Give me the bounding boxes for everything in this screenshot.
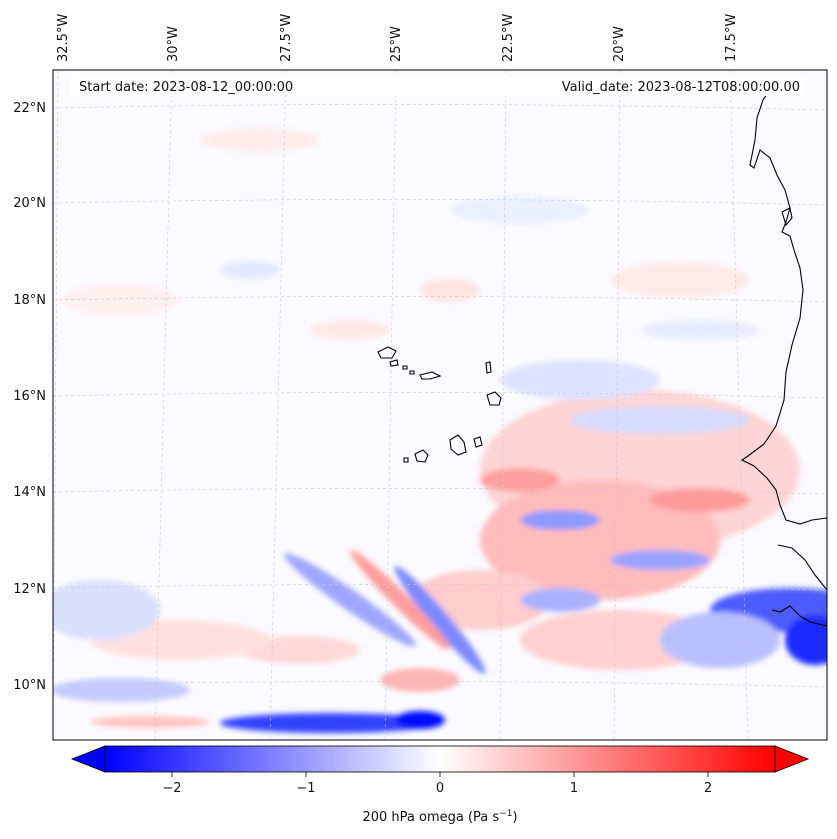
colorbar-extend-min [70, 745, 106, 773]
start-date-label: Start date: 2023-08-12_00:00:00 [79, 80, 293, 95]
meridian-line [499, 70, 507, 740]
island-outline [486, 391, 502, 406]
parallel-line [53, 296, 827, 303]
coastline [740, 89, 827, 627]
latitude-labels: 22°N 20°N 18°N 16°N 14°N 12°N 10°N [13, 101, 46, 693]
colorbar-tick-label: −1 [296, 781, 315, 796]
colorbar-tick-label: 2 [704, 781, 712, 796]
colorbar-extend-max [774, 745, 810, 773]
parallel-line [53, 392, 827, 399]
lon-label-27.5w: 27.5°W [279, 14, 294, 62]
colorbar-ticks: −2 −1 0 1 2 [162, 772, 712, 796]
parallel-line [53, 488, 827, 495]
colorbar-label: 200 hPa omega (Pa s−1) [362, 809, 517, 825]
island-outline [473, 436, 483, 448]
meridian-line [384, 70, 397, 740]
meridian-line [154, 70, 173, 740]
date-header-background [70, 76, 806, 96]
colorbar-tick-label: 0 [436, 781, 444, 796]
island-outline [402, 365, 408, 370]
colorbar-tick-label: −2 [162, 781, 181, 796]
lon-label-22.5w: 22.5°W [501, 14, 516, 62]
colorbar: −2 −1 0 1 2 200 hPa omega (Pa s−1) [70, 745, 810, 825]
island-outline [389, 359, 399, 367]
island-outline [419, 371, 442, 380]
lon-label-32.5w: 32.5°W [56, 14, 71, 62]
parallel-line [53, 584, 827, 591]
island-outline [409, 370, 415, 375]
cape-verde-islands [377, 346, 502, 463]
island-outline [485, 361, 492, 374]
island-outline [449, 434, 467, 456]
colorbar-tick-label: 1 [570, 781, 578, 796]
colorbar-gradient [104, 745, 776, 773]
lat-label-12n: 12°N [13, 582, 46, 597]
lon-label-25w: 25°W [389, 26, 404, 62]
lat-label-18n: 18°N [13, 293, 46, 308]
lon-label-17.5w: 17.5°W [724, 14, 739, 62]
graticule [53, 70, 827, 740]
meridian-line [729, 70, 749, 740]
meridian-line [269, 70, 287, 740]
lat-label-20n: 20°N [13, 196, 46, 211]
lat-label-16n: 16°N [13, 389, 46, 404]
map-frame [52, 69, 828, 741]
island-outline [377, 346, 397, 359]
lat-label-14n: 14°N [13, 485, 46, 500]
island-outline [403, 457, 409, 463]
meridian-line [613, 70, 621, 740]
meridian-line [53, 70, 59, 740]
lon-label-30w: 30°W [166, 26, 181, 62]
longitude-labels: 32.5°W 30°W 27.5°W 25°W 22.5°W 20°W 17.5… [56, 14, 739, 62]
island-outline [414, 449, 429, 463]
parallel-line [53, 681, 827, 688]
lat-label-10n: 10°N [13, 678, 46, 693]
parallel-line [53, 104, 827, 111]
omega-field [53, 128, 827, 733]
parallel-line [53, 199, 827, 206]
lat-label-22n: 22°N [13, 101, 46, 116]
valid-date-label: Valid_date: 2023-08-12T08:00:00.00 [562, 80, 800, 95]
map-panel: Start date: 2023-08-12_00:00:00 Valid_da… [52, 69, 828, 741]
lon-label-20w: 20°W [612, 26, 627, 62]
